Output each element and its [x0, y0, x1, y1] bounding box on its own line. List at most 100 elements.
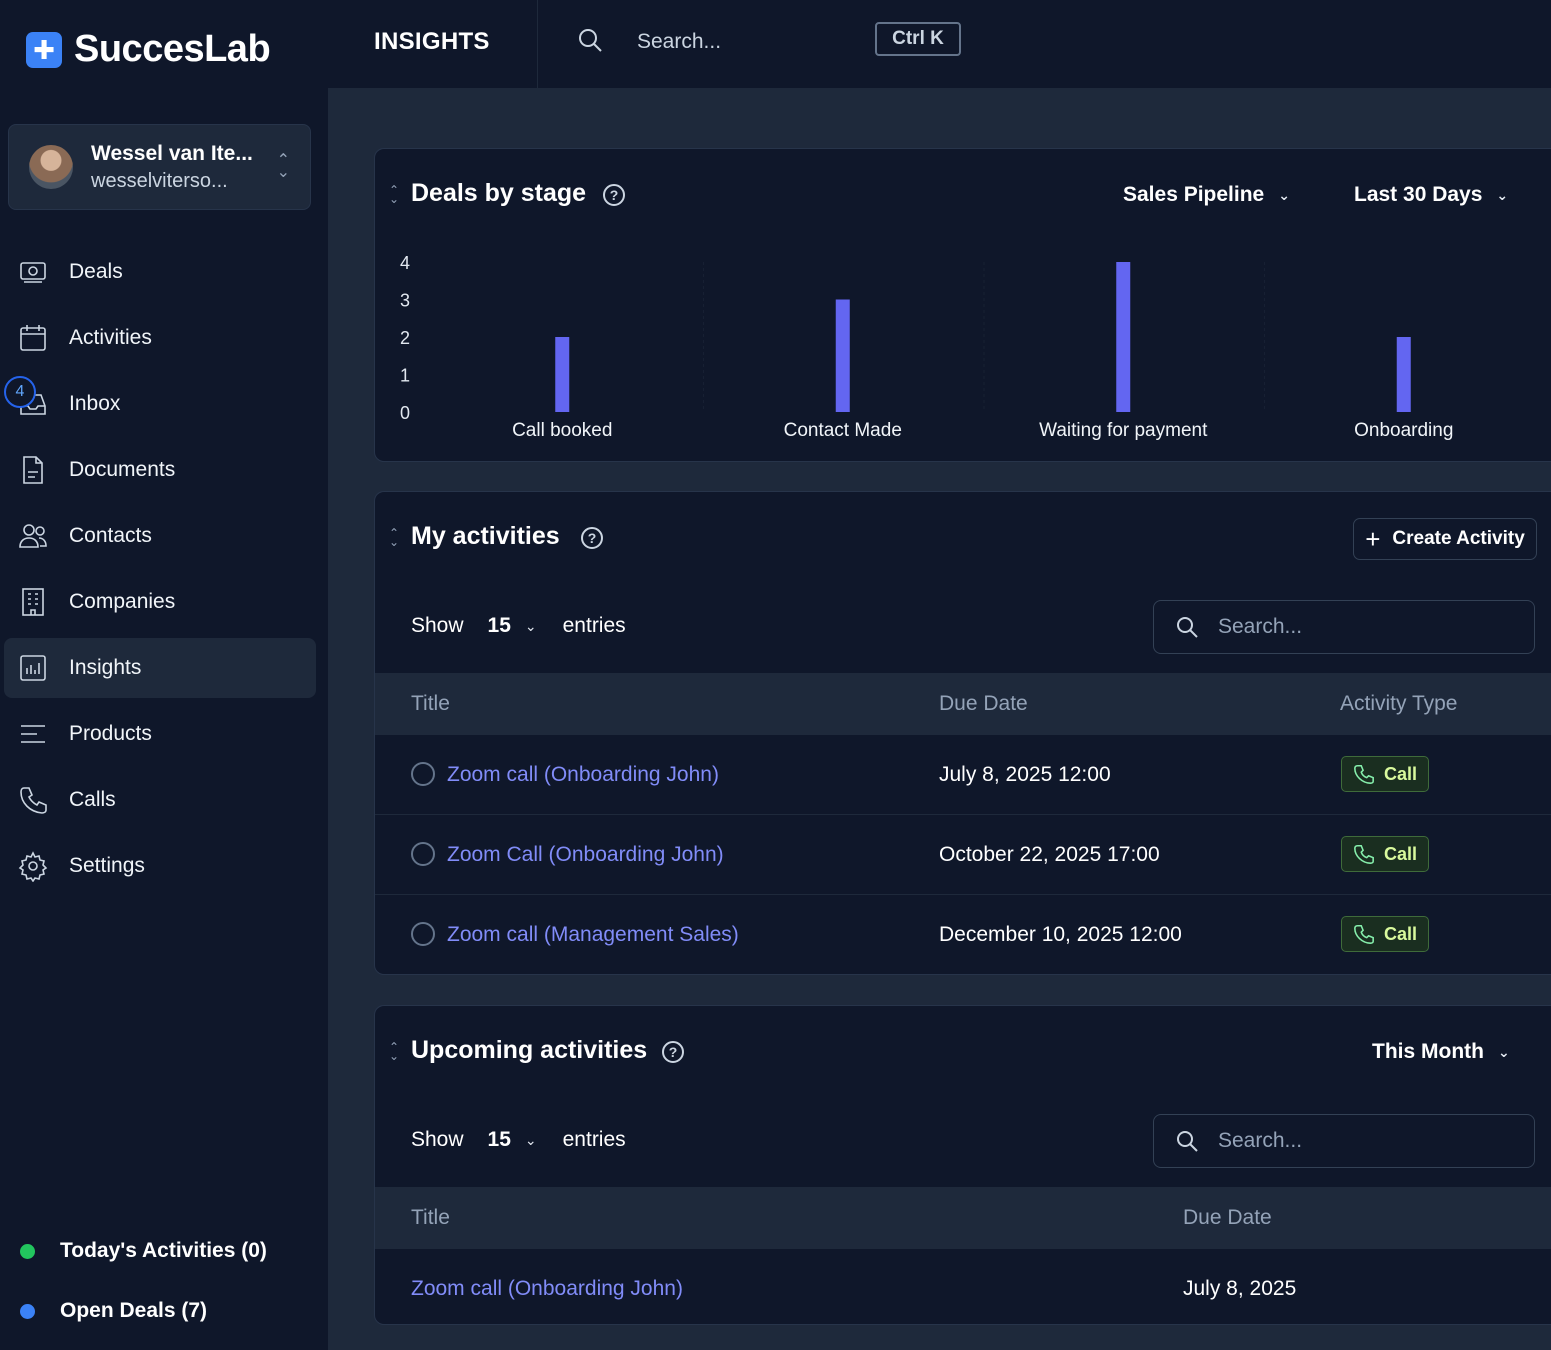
sidebar-item-insights[interactable]: Insights: [4, 638, 316, 698]
activity-title-link[interactable]: Zoom call (Onboarding John): [447, 763, 719, 786]
main-content: ⌃ ⌄ Deals by stage ? Sales Pipeline ⌄ Las…: [328, 88, 1551, 1350]
create-activity-label: Create Activity: [1392, 528, 1525, 549]
column-header-title[interactable]: Title: [411, 692, 450, 715]
sidebar-item-settings[interactable]: Settings: [4, 836, 316, 896]
entries-count-select[interactable]: 15: [487, 614, 511, 637]
table-header: Title Due Date: [375, 1187, 1551, 1249]
document-icon: [16, 453, 50, 487]
topbar: INSIGHTS Search... Ctrl K: [328, 0, 1551, 88]
chart-bar[interactable]: [835, 299, 850, 413]
chart-icon: [16, 651, 50, 685]
help-icon[interactable]: ?: [581, 527, 603, 549]
activity-due-date: October 22, 2025 17:00: [939, 843, 1160, 866]
todays-activities-stat[interactable]: Today's Activities (0): [20, 1232, 267, 1270]
column-header-due-date[interactable]: Due Date: [1183, 1206, 1272, 1229]
table-row: Zoom call (Onboarding John) July 8, 2025…: [375, 735, 1551, 815]
create-activity-button[interactable]: + Create Activity: [1353, 518, 1537, 560]
avatar: [29, 145, 73, 189]
user-switcher[interactable]: Wessel van Ite... wesselviterso... ⌃ ⌄: [8, 124, 311, 210]
sidebar-item-label: Calls: [69, 788, 116, 811]
chevron-up-down-icon: ⌃ ⌄: [276, 152, 290, 181]
sidebar-item-activities[interactable]: Activities: [4, 308, 316, 368]
chart-bar[interactable]: [1396, 337, 1411, 412]
card-title: Deals by stage: [411, 179, 587, 207]
sidebar-item-label: Settings: [69, 854, 145, 877]
activity-type-label: Call: [1383, 843, 1417, 864]
activity-title-link[interactable]: Zoom Call (Onboarding John): [447, 843, 724, 866]
plus-icon: +: [1365, 524, 1381, 554]
open-deals-stat[interactable]: Open Deals (7): [20, 1292, 267, 1330]
show-label: Show: [411, 614, 464, 637]
column-header-title[interactable]: Title: [411, 1206, 450, 1229]
sidebar-item-label: Inbox: [69, 392, 121, 415]
help-icon[interactable]: ?: [662, 1041, 684, 1063]
chart-bar[interactable]: [1116, 262, 1131, 412]
chevron-down-icon: ⌄: [1496, 186, 1509, 203]
activity-type-badge: Call: [1341, 916, 1429, 952]
search-icon: [1177, 617, 1198, 638]
phone-icon: [1354, 924, 1374, 944]
chevron-down-icon[interactable]: ⌄: [524, 1131, 537, 1148]
sidebar-item-contacts[interactable]: Contacts: [4, 506, 316, 566]
upcoming-search-input[interactable]: Search...: [1153, 1114, 1535, 1168]
inbox-count-badge: 4: [4, 376, 36, 408]
entries-count-select[interactable]: 15: [487, 1128, 511, 1151]
brand-name: SuccesLab: [74, 28, 271, 70]
user-name: Wessel van Ite...: [91, 141, 253, 165]
complete-radio[interactable]: [411, 762, 435, 786]
phone-icon: [1354, 764, 1374, 784]
sidebar-item-deals[interactable]: Deals: [4, 242, 316, 302]
x-tick-label: Call booked: [512, 420, 612, 441]
sidebar: ✚ SuccesLab Wessel van Ite... wesselvite…: [0, 0, 328, 1350]
sidebar-item-inbox[interactable]: Inbox: [4, 374, 316, 434]
x-tick-label: Onboarding: [1354, 420, 1453, 441]
brand-logo-icon: ✚: [26, 31, 62, 68]
sidebar-item-label: Insights: [69, 656, 142, 679]
collapse-icon[interactable]: ⌃ ⌄: [389, 1040, 400, 1063]
upcoming-activities-card: ⌃ ⌄ Upcoming activities ? This Month ⌄ Sh…: [374, 1005, 1551, 1325]
sidebar-item-companies[interactable]: Companies: [4, 572, 316, 632]
activity-due-date: December 10, 2025 12:00: [939, 923, 1182, 946]
upcoming-period-dropdown[interactable]: This Month ⌄: [1372, 1040, 1510, 1064]
phone-icon: [16, 783, 50, 817]
search-placeholder: Search...: [1218, 615, 1303, 638]
sidebar-item-label: Activities: [69, 326, 152, 349]
brand[interactable]: ✚ SuccesLab: [26, 28, 271, 71]
activity-title-link[interactable]: Zoom call (Management Sales): [447, 923, 739, 946]
pipeline-dropdown[interactable]: Sales Pipeline ⌄: [1123, 183, 1290, 207]
gear-icon: [16, 849, 50, 883]
search-icon[interactable]: [576, 26, 604, 59]
sidebar-item-label: Companies: [69, 590, 176, 613]
global-search-input[interactable]: Search...: [637, 30, 722, 53]
complete-radio[interactable]: [411, 842, 435, 866]
sidebar-item-calls[interactable]: Calls: [4, 770, 316, 830]
table-row: Zoom call (Management Sales) December 10…: [375, 895, 1551, 974]
activity-title-link[interactable]: Zoom call (Onboarding John): [411, 1277, 683, 1300]
activity-type-label: Call: [1383, 923, 1417, 944]
column-header-due-date[interactable]: Due Date: [939, 692, 1028, 715]
complete-radio[interactable]: [411, 922, 435, 946]
sidebar-item-products[interactable]: Products: [4, 704, 316, 764]
activities-search-input[interactable]: Search...: [1153, 600, 1535, 654]
activity-type-badge: Call: [1341, 756, 1429, 792]
help-icon[interactable]: ?: [603, 184, 625, 206]
chevron-down-icon: ⌄: [1278, 186, 1290, 203]
column-header-activity-type[interactable]: Activity Type: [1340, 692, 1458, 715]
contacts-icon: [16, 519, 50, 553]
list-icon: [16, 717, 50, 751]
chart-bar[interactable]: [555, 337, 570, 412]
sidebar-item-label: Contacts: [69, 524, 152, 547]
chevron-down-icon[interactable]: ⌄: [524, 617, 537, 634]
stat-label: Today's Activities (0): [60, 1239, 267, 1262]
collapse-icon[interactable]: ⌃ ⌄: [389, 526, 400, 549]
status-dot-icon: [20, 1303, 35, 1319]
y-tick-label: 1: [400, 366, 410, 386]
y-tick-label: 3: [400, 291, 410, 311]
collapse-icon[interactable]: ⌃ ⌄: [389, 183, 400, 206]
period-dropdown[interactable]: Last 30 Days ⌄: [1354, 183, 1508, 207]
sidebar-item-label: Deals: [69, 260, 123, 283]
entries-selector: Show 15 ⌄ entries: [411, 1128, 626, 1152]
activity-type-label: Call: [1383, 763, 1417, 784]
sidebar-item-documents[interactable]: Documents: [4, 440, 316, 500]
chevron-down-icon: ⌄: [1497, 1043, 1510, 1060]
